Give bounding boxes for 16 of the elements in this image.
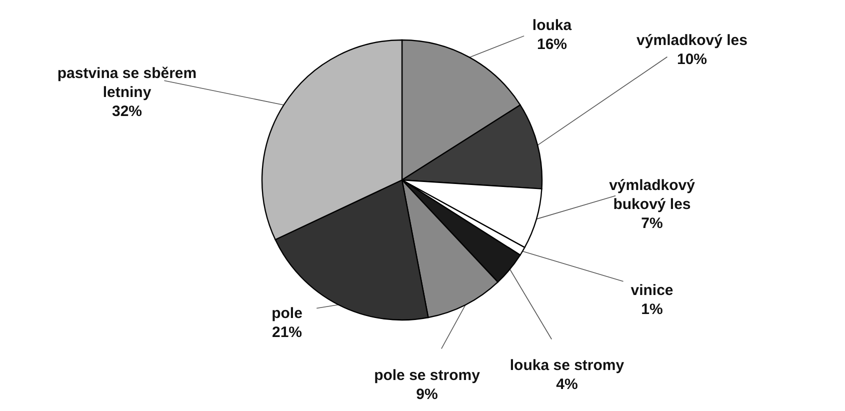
data-label: 1% (641, 301, 663, 318)
slice-label: vinice (630, 282, 674, 299)
slice-label: výmladkový les (636, 32, 748, 49)
data-label: 4% (556, 376, 578, 393)
slice-label: pole (272, 305, 302, 322)
slice-label: louka se stromy (510, 357, 625, 374)
slice-label: louka (532, 17, 572, 34)
data-label: 7% (641, 215, 663, 232)
slice-label: pastvina se sběrem letniny (57, 65, 197, 101)
data-label: 10% (676, 51, 708, 68)
data-label: 9% (416, 386, 438, 403)
data-label: 16% (536, 36, 568, 53)
data-label: 21% (272, 324, 302, 341)
data-label: 32% (112, 103, 142, 120)
slice-label: pole se stromy (374, 367, 481, 384)
slice-label: výmladkový bukový les (609, 177, 696, 213)
